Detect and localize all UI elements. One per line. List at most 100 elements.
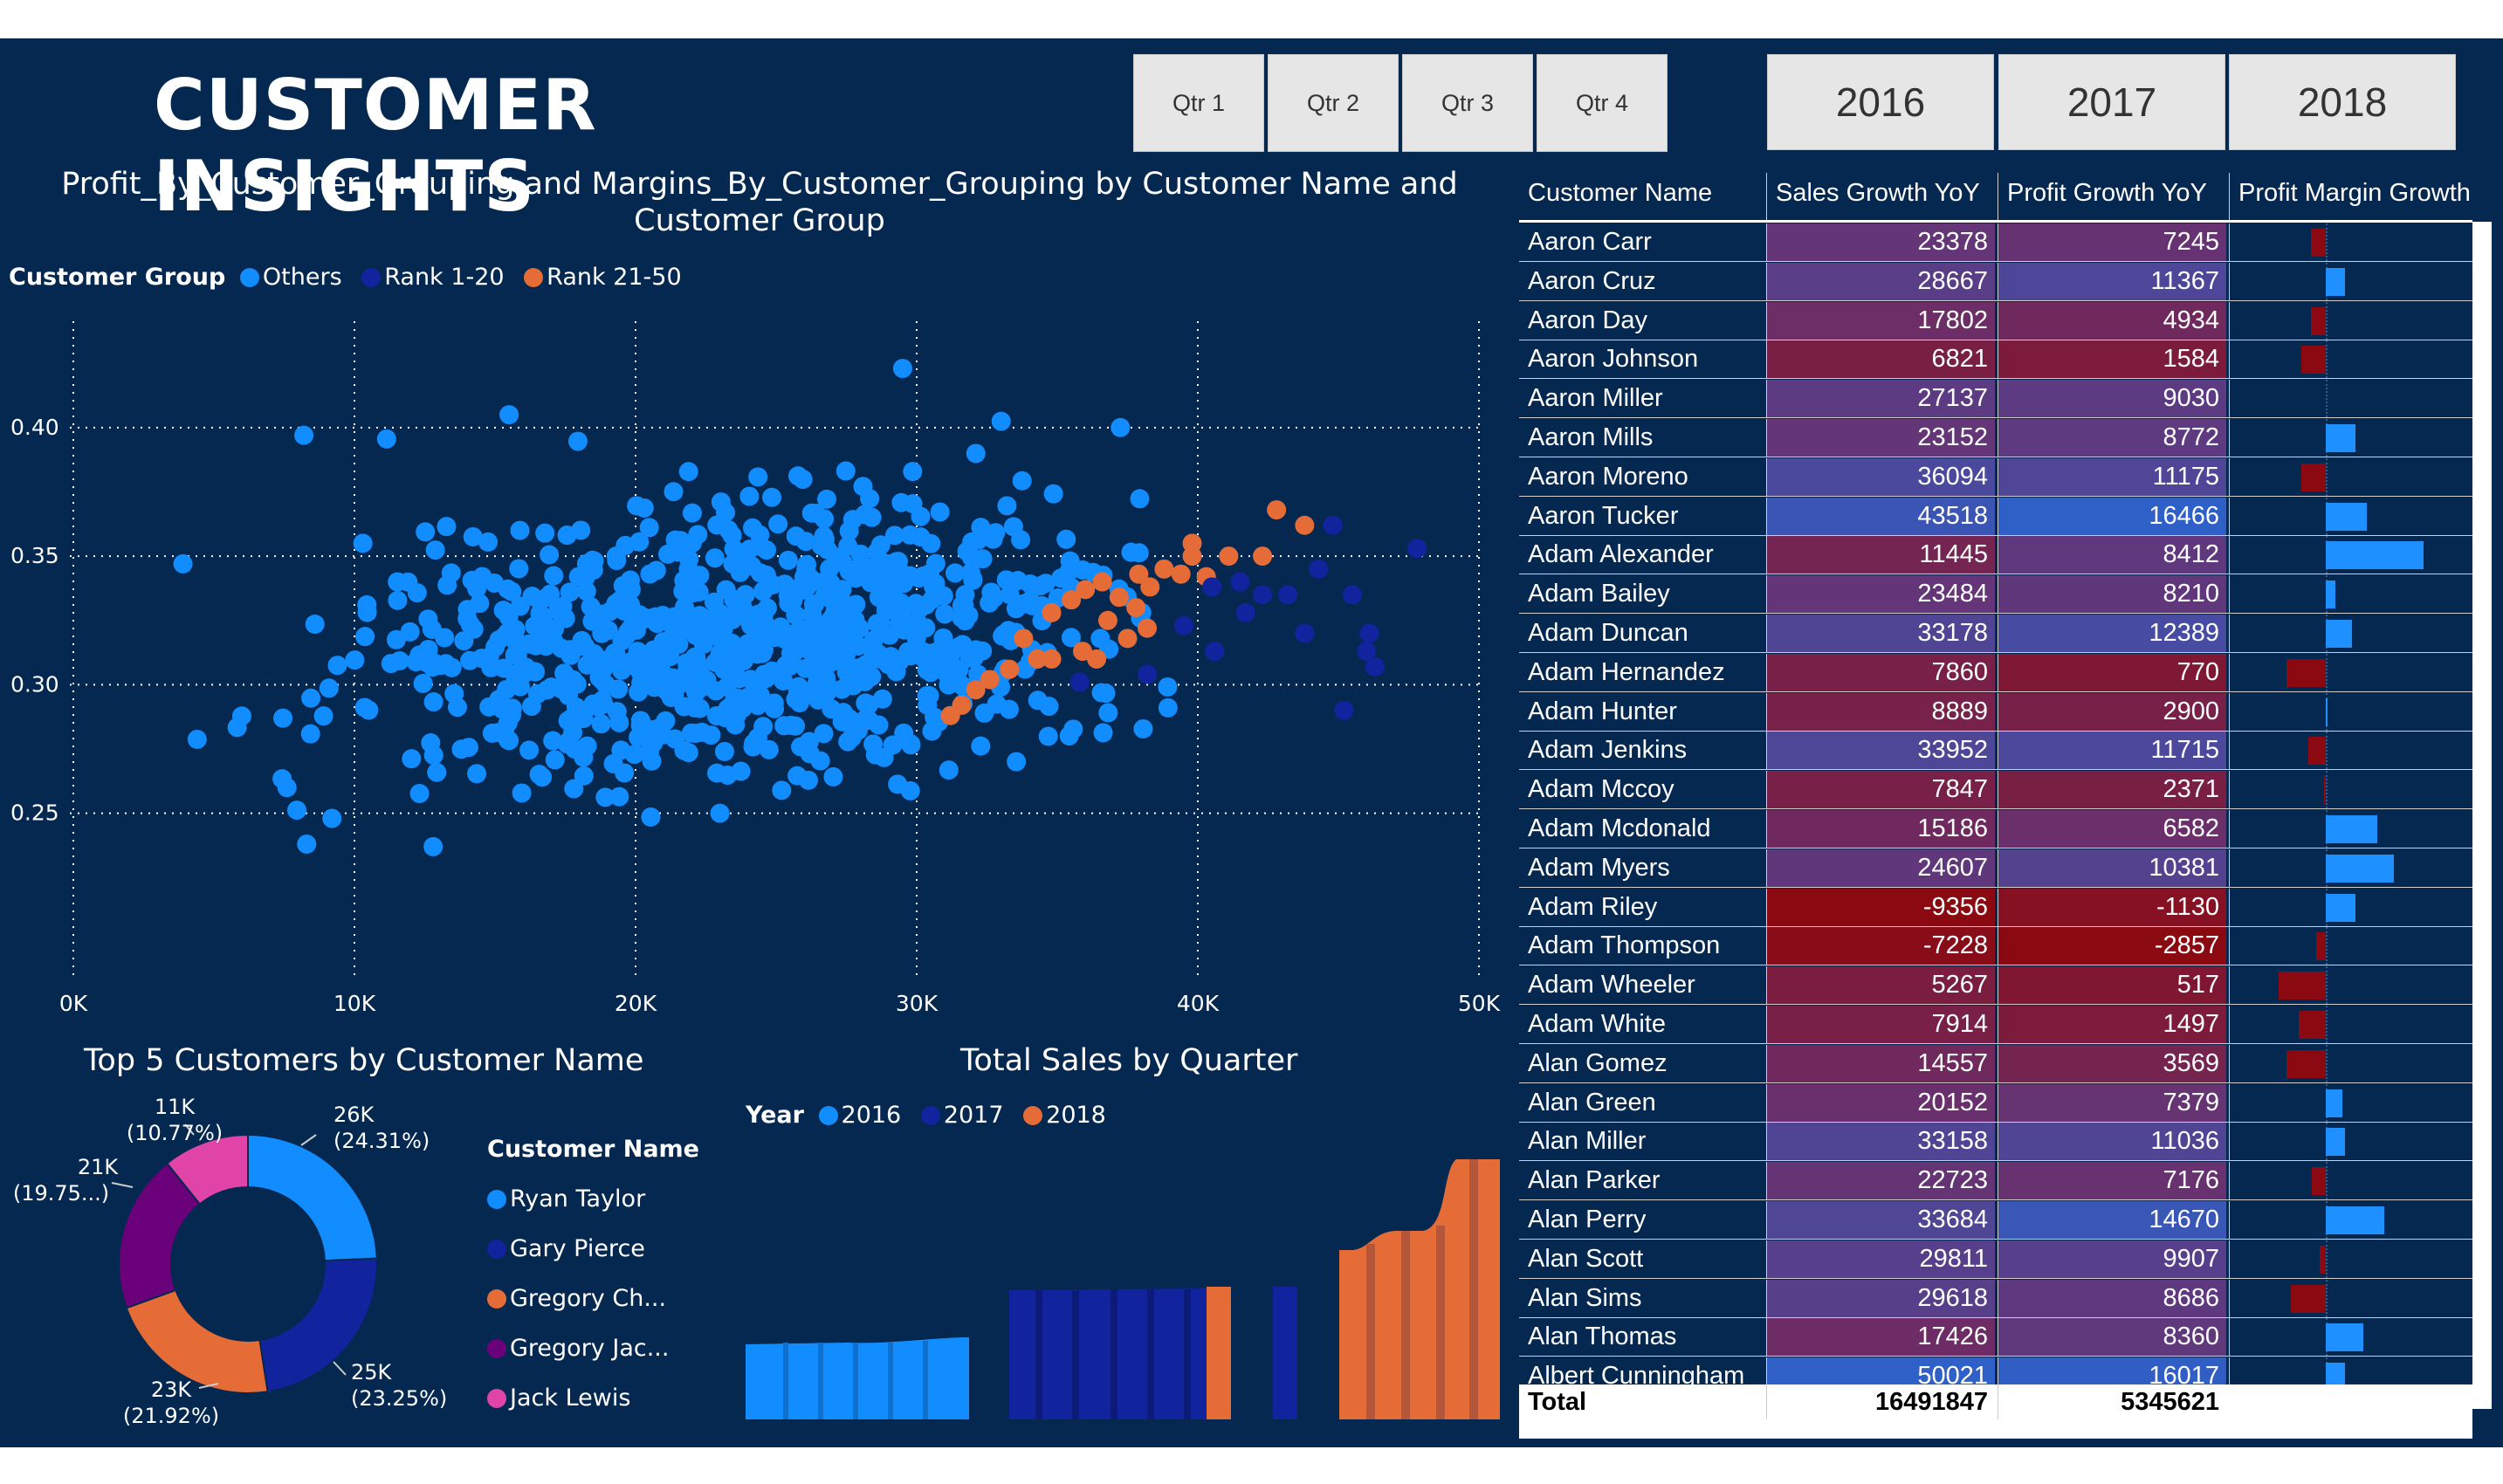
scatter-point[interactable] — [677, 668, 697, 688]
scatter-point[interactable] — [615, 535, 636, 555]
scatter-point[interactable] — [842, 727, 862, 747]
scatter-point-rank-21-50[interactable] — [1138, 618, 1158, 638]
scatter-point-rank-21-50[interactable] — [1117, 629, 1138, 649]
scatter-point[interactable] — [508, 663, 528, 684]
scatter-point[interactable] — [764, 693, 784, 713]
legend-rank-21-50[interactable]: Rank 21-50 — [524, 264, 682, 291]
scatter-point[interactable] — [353, 533, 373, 553]
header-profit-margin-growth[interactable]: Profit Margin Growth — [2229, 173, 2472, 220]
scatter-point-rank-1-20[interactable] — [1359, 623, 1379, 643]
scatter-point[interactable] — [921, 533, 941, 553]
scatter-point[interactable] — [821, 573, 841, 593]
scatter-point[interactable] — [564, 779, 584, 799]
scatter-point[interactable] — [762, 661, 782, 681]
table-row[interactable]: Adam Wheeler 5267 517 — [1519, 966, 2472, 1006]
scatter-point[interactable] — [723, 553, 743, 574]
scatter-point[interactable] — [870, 535, 890, 555]
scatter-point[interactable] — [630, 711, 650, 731]
scatter-point[interactable] — [409, 645, 430, 665]
table-row[interactable]: Aaron Cruz 28667 11367 — [1519, 262, 2472, 301]
scatter-point[interactable] — [577, 655, 597, 675]
scatter-point[interactable] — [544, 566, 564, 586]
scatter-point[interactable] — [639, 518, 659, 538]
legend-2016[interactable]: 2016 — [818, 1102, 901, 1129]
scatter-point[interactable] — [715, 708, 735, 728]
scatter-point[interactable] — [802, 604, 822, 624]
donut-legend-item[interactable]: Gregory Jac... — [487, 1323, 706, 1373]
scatter-point[interactable] — [593, 604, 613, 624]
scatter-point[interactable] — [565, 739, 585, 759]
scatter-point-rank-21-50[interactable] — [1171, 564, 1191, 584]
table-row[interactable]: Adam Hunter 8889 2900 — [1519, 692, 2472, 732]
scatter-point[interactable] — [621, 594, 641, 615]
scatter-point[interactable] — [691, 615, 711, 635]
scatter-point[interactable] — [860, 489, 880, 509]
scatter-point[interactable] — [686, 723, 706, 743]
scatter-point[interactable] — [1096, 684, 1116, 704]
scatter-point[interactable] — [413, 673, 433, 693]
scatter-point[interactable] — [460, 650, 480, 670]
scatter-point[interactable] — [664, 618, 684, 638]
scatter-point[interactable] — [423, 657, 443, 677]
scatter-point[interactable] — [1158, 697, 1178, 718]
scatter-point[interactable] — [607, 702, 627, 722]
table-row[interactable]: Adam White 7914 1497 — [1519, 1006, 2472, 1044]
scatter-point[interactable] — [724, 589, 744, 609]
scatter-point-rank-21-50[interactable] — [1129, 564, 1149, 584]
scatter-point-rank-1-20[interactable] — [1205, 642, 1225, 662]
scatter-point[interactable] — [463, 526, 483, 546]
scatter-point[interactable] — [227, 718, 247, 738]
scatter-point[interactable] — [437, 575, 457, 595]
donut-slice[interactable] — [247, 1133, 378, 1262]
scatter-point[interactable] — [914, 642, 934, 662]
legend-2017[interactable]: 2017 — [920, 1102, 1004, 1129]
scatter-point[interactable] — [793, 576, 813, 596]
scatter-point[interactable] — [646, 560, 666, 581]
scatter-point-rank-21-50[interactable] — [1154, 559, 1174, 579]
scatter-point[interactable] — [678, 462, 698, 482]
qtr-2-button[interactable]: Qtr 2 — [1268, 54, 1399, 152]
scatter-point[interactable] — [583, 694, 603, 714]
table-row[interactable]: Adam Duncan 33178 12389 — [1519, 615, 2472, 653]
scatter-point[interactable] — [273, 708, 293, 728]
legend-2018[interactable]: 2018 — [1023, 1102, 1106, 1129]
scatter-point[interactable] — [681, 566, 701, 586]
scatter-point[interactable] — [757, 598, 777, 618]
legend-others[interactable]: Others — [239, 264, 342, 291]
scatter-point[interactable] — [748, 467, 768, 487]
year-2016-button[interactable]: 2016 — [1767, 54, 1994, 150]
scatter-point[interactable] — [345, 650, 365, 670]
scatter-point[interactable] — [772, 780, 792, 800]
scatter-point[interactable] — [722, 609, 742, 629]
scatter-point[interactable] — [427, 762, 447, 782]
scatter-point[interactable] — [558, 711, 578, 731]
scatter-point[interactable] — [939, 760, 959, 780]
table-vertical-scrollbar[interactable] — [2472, 222, 2492, 1409]
scatter-point[interactable] — [786, 605, 806, 625]
table-row[interactable]: Alan Scott 29811 9907 — [1519, 1240, 2472, 1279]
scatter-point[interactable] — [498, 713, 518, 733]
table-row[interactable]: Alan Parker 22723 7176 — [1519, 1162, 2472, 1201]
scatter-point[interactable] — [1121, 542, 1141, 562]
scatter-point[interactable] — [994, 624, 1014, 644]
scatter-point-rank-1-20[interactable] — [1309, 559, 1329, 579]
scatter-point[interactable] — [540, 545, 560, 565]
scatter-point[interactable] — [643, 733, 664, 753]
scatter-point[interactable] — [815, 509, 835, 529]
scatter-point[interactable] — [980, 593, 1000, 613]
scatter-point[interactable] — [999, 699, 1019, 719]
scatter-point[interactable] — [355, 627, 375, 647]
table-row[interactable]: Alan Green 20152 7379 — [1519, 1083, 2472, 1123]
scatter-point[interactable] — [187, 729, 207, 749]
scatter-point[interactable] — [917, 660, 937, 680]
scatter-point[interactable] — [557, 526, 577, 546]
scatter-point-rank-1-20[interactable] — [1173, 615, 1193, 636]
scatter-point[interactable] — [533, 610, 553, 630]
scatter-point[interactable] — [425, 540, 445, 560]
scatter-point[interactable] — [541, 677, 561, 697]
scatter-point[interactable] — [971, 518, 991, 538]
scatter-point[interactable] — [1022, 595, 1042, 615]
scatter-point[interactable] — [595, 787, 615, 807]
scatter-point[interactable] — [823, 642, 843, 662]
scatter-point[interactable] — [930, 502, 950, 522]
